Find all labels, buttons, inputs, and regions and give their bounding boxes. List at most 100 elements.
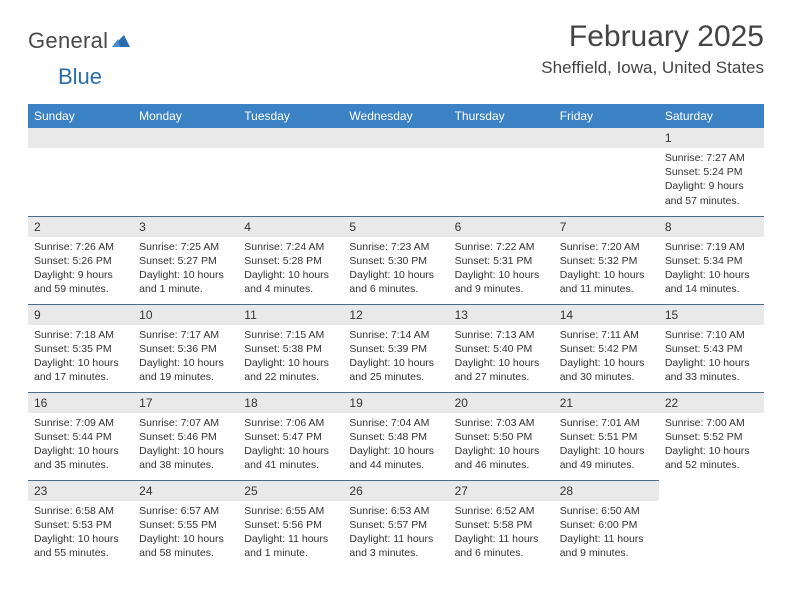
day-info: Sunrise: 7:10 AMSunset: 5:43 PMDaylight:… <box>659 325 764 385</box>
day-info: Sunrise: 7:25 AMSunset: 5:27 PMDaylight:… <box>133 237 238 297</box>
calendar-cell <box>28 128 133 216</box>
dayheader-saturday: Saturday <box>659 104 764 128</box>
day-number: 24 <box>133 481 238 501</box>
day-info: Sunrise: 7:11 AMSunset: 5:42 PMDaylight:… <box>554 325 659 385</box>
day-number: 3 <box>133 217 238 237</box>
calendar-cell: 12Sunrise: 7:14 AMSunset: 5:39 PMDayligh… <box>343 304 448 392</box>
day-number: 20 <box>449 393 554 413</box>
day-info: Sunrise: 6:58 AMSunset: 5:53 PMDaylight:… <box>28 501 133 561</box>
calendar-cell: 8Sunrise: 7:19 AMSunset: 5:34 PMDaylight… <box>659 216 764 304</box>
day-number: 12 <box>343 305 448 325</box>
day-number: 22 <box>659 393 764 413</box>
calendar-page: General February 2025 Sheffield, Iowa, U… <box>0 0 792 578</box>
day-number: 19 <box>343 393 448 413</box>
day-info: Sunrise: 7:01 AMSunset: 5:51 PMDaylight:… <box>554 413 659 473</box>
day-number: 4 <box>238 217 343 237</box>
calendar-cell: 28Sunrise: 6:50 AMSunset: 6:00 PMDayligh… <box>554 480 659 568</box>
dayheader-tuesday: Tuesday <box>238 104 343 128</box>
day-info: Sunrise: 6:57 AMSunset: 5:55 PMDaylight:… <box>133 501 238 561</box>
calendar-cell: 18Sunrise: 7:06 AMSunset: 5:47 PMDayligh… <box>238 392 343 480</box>
day-info: Sunrise: 6:53 AMSunset: 5:57 PMDaylight:… <box>343 501 448 561</box>
day-number: 23 <box>28 481 133 501</box>
day-number: 28 <box>554 481 659 501</box>
calendar-cell: 5Sunrise: 7:23 AMSunset: 5:30 PMDaylight… <box>343 216 448 304</box>
calendar-row: 2Sunrise: 7:26 AMSunset: 5:26 PMDaylight… <box>28 216 764 304</box>
day-info: Sunrise: 7:22 AMSunset: 5:31 PMDaylight:… <box>449 237 554 297</box>
empty-day <box>133 128 238 148</box>
day-info: Sunrise: 7:03 AMSunset: 5:50 PMDaylight:… <box>449 413 554 473</box>
calendar-cell: 10Sunrise: 7:17 AMSunset: 5:36 PMDayligh… <box>133 304 238 392</box>
day-info: Sunrise: 7:15 AMSunset: 5:38 PMDaylight:… <box>238 325 343 385</box>
calendar-cell: 15Sunrise: 7:10 AMSunset: 5:43 PMDayligh… <box>659 304 764 392</box>
dayheader-monday: Monday <box>133 104 238 128</box>
calendar-cell: 2Sunrise: 7:26 AMSunset: 5:26 PMDaylight… <box>28 216 133 304</box>
day-info: Sunrise: 7:00 AMSunset: 5:52 PMDaylight:… <box>659 413 764 473</box>
day-info: Sunrise: 7:19 AMSunset: 5:34 PMDaylight:… <box>659 237 764 297</box>
day-number: 8 <box>659 217 764 237</box>
day-info: Sunrise: 7:27 AMSunset: 5:24 PMDaylight:… <box>659 148 764 208</box>
calendar-cell: 22Sunrise: 7:00 AMSunset: 5:52 PMDayligh… <box>659 392 764 480</box>
title-block: February 2025 Sheffield, Iowa, United St… <box>541 20 764 78</box>
calendar-row: 9Sunrise: 7:18 AMSunset: 5:35 PMDaylight… <box>28 304 764 392</box>
day-info: Sunrise: 7:07 AMSunset: 5:46 PMDaylight:… <box>133 413 238 473</box>
calendar-header: Sunday Monday Tuesday Wednesday Thursday… <box>28 104 764 128</box>
calendar-cell: 21Sunrise: 7:01 AMSunset: 5:51 PMDayligh… <box>554 392 659 480</box>
dayheader-wednesday: Wednesday <box>343 104 448 128</box>
logo-text-blue: Blue <box>58 64 102 90</box>
day-info: Sunrise: 7:24 AMSunset: 5:28 PMDaylight:… <box>238 237 343 297</box>
calendar-cell: 7Sunrise: 7:20 AMSunset: 5:32 PMDaylight… <box>554 216 659 304</box>
calendar-cell: 1Sunrise: 7:27 AMSunset: 5:24 PMDaylight… <box>659 128 764 216</box>
day-number: 9 <box>28 305 133 325</box>
day-info: Sunrise: 7:04 AMSunset: 5:48 PMDaylight:… <box>343 413 448 473</box>
calendar-cell: 13Sunrise: 7:13 AMSunset: 5:40 PMDayligh… <box>449 304 554 392</box>
calendar-cell: 24Sunrise: 6:57 AMSunset: 5:55 PMDayligh… <box>133 480 238 568</box>
day-info: Sunrise: 7:09 AMSunset: 5:44 PMDaylight:… <box>28 413 133 473</box>
calendar-cell: 6Sunrise: 7:22 AMSunset: 5:31 PMDaylight… <box>449 216 554 304</box>
calendar-cell <box>133 128 238 216</box>
day-info: Sunrise: 7:20 AMSunset: 5:32 PMDaylight:… <box>554 237 659 297</box>
day-number: 1 <box>659 128 764 148</box>
calendar-cell <box>554 128 659 216</box>
empty-day <box>343 128 448 148</box>
calendar-row: 23Sunrise: 6:58 AMSunset: 5:53 PMDayligh… <box>28 480 764 568</box>
calendar-row: 1Sunrise: 7:27 AMSunset: 5:24 PMDaylight… <box>28 128 764 216</box>
day-number: 17 <box>133 393 238 413</box>
day-number: 16 <box>28 393 133 413</box>
calendar-cell: 16Sunrise: 7:09 AMSunset: 5:44 PMDayligh… <box>28 392 133 480</box>
empty-day <box>238 128 343 148</box>
calendar-cell <box>238 128 343 216</box>
calendar-cell: 26Sunrise: 6:53 AMSunset: 5:57 PMDayligh… <box>343 480 448 568</box>
day-number: 10 <box>133 305 238 325</box>
day-number: 5 <box>343 217 448 237</box>
calendar-cell: 17Sunrise: 7:07 AMSunset: 5:46 PMDayligh… <box>133 392 238 480</box>
calendar-body: 1Sunrise: 7:27 AMSunset: 5:24 PMDaylight… <box>28 128 764 568</box>
calendar-cell: 11Sunrise: 7:15 AMSunset: 5:38 PMDayligh… <box>238 304 343 392</box>
day-info: Sunrise: 7:14 AMSunset: 5:39 PMDaylight:… <box>343 325 448 385</box>
calendar-cell: 3Sunrise: 7:25 AMSunset: 5:27 PMDaylight… <box>133 216 238 304</box>
calendar-row: 16Sunrise: 7:09 AMSunset: 5:44 PMDayligh… <box>28 392 764 480</box>
empty-day <box>449 128 554 148</box>
logo: General <box>28 28 134 54</box>
day-info: Sunrise: 7:06 AMSunset: 5:47 PMDaylight:… <box>238 413 343 473</box>
dayheader-friday: Friday <box>554 104 659 128</box>
empty-day <box>554 128 659 148</box>
calendar-cell: 27Sunrise: 6:52 AMSunset: 5:58 PMDayligh… <box>449 480 554 568</box>
day-info: Sunrise: 6:50 AMSunset: 6:00 PMDaylight:… <box>554 501 659 561</box>
calendar-cell: 23Sunrise: 6:58 AMSunset: 5:53 PMDayligh… <box>28 480 133 568</box>
calendar-cell <box>343 128 448 216</box>
logo-sail-icon <box>110 33 132 49</box>
page-title: February 2025 <box>541 20 764 54</box>
day-number: 25 <box>238 481 343 501</box>
calendar-cell: 4Sunrise: 7:24 AMSunset: 5:28 PMDaylight… <box>238 216 343 304</box>
logo-text-general: General <box>28 28 108 54</box>
day-number: 2 <box>28 217 133 237</box>
day-number: 27 <box>449 481 554 501</box>
calendar-cell: 25Sunrise: 6:55 AMSunset: 5:56 PMDayligh… <box>238 480 343 568</box>
day-info: Sunrise: 6:55 AMSunset: 5:56 PMDaylight:… <box>238 501 343 561</box>
calendar-cell: 19Sunrise: 7:04 AMSunset: 5:48 PMDayligh… <box>343 392 448 480</box>
day-number: 14 <box>554 305 659 325</box>
dayheader-thursday: Thursday <box>449 104 554 128</box>
location-subtitle: Sheffield, Iowa, United States <box>541 58 764 78</box>
calendar-cell: 14Sunrise: 7:11 AMSunset: 5:42 PMDayligh… <box>554 304 659 392</box>
day-number: 7 <box>554 217 659 237</box>
